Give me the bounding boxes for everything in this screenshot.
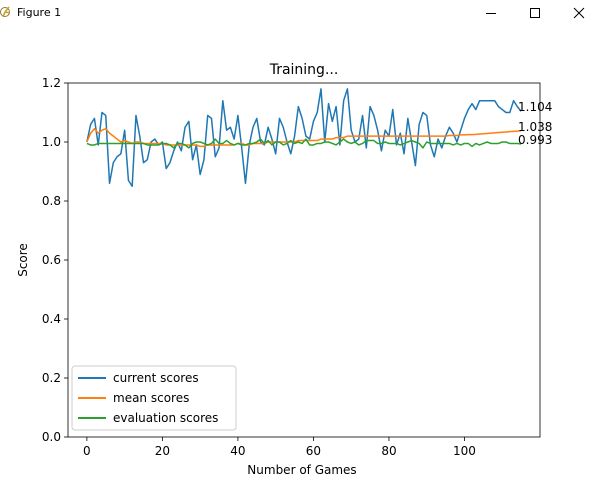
x-tick-label: 100 — [453, 444, 476, 458]
legend: current scores mean scores evaluation sc… — [71, 365, 237, 431]
current-scores-line — [86, 88, 522, 187]
x-tick-label: 0 — [83, 444, 91, 458]
x-tick-label: 60 — [306, 444, 321, 458]
maximize-icon[interactable] — [512, 0, 558, 26]
legend-label-evaluation: evaluation scores — [113, 411, 218, 425]
y-tick-label: 0.4 — [42, 312, 61, 326]
x-axis-ticks: 0 20 40 60 80 100 — [83, 437, 476, 458]
y-tick-label: 0.6 — [42, 253, 61, 267]
close-icon[interactable] — [556, 0, 602, 26]
evaluation-scores-line — [86, 138, 522, 149]
y-tick-label: 0.2 — [42, 371, 61, 385]
y-tick-label: 0.0 — [42, 430, 61, 444]
minimize-icon[interactable] — [468, 0, 514, 26]
end-value-labels: 1.104 1.038 0.993 — [518, 100, 552, 147]
window-titlebar: Figure 1 — [0, 0, 612, 26]
y-tick-label: 1.2 — [42, 76, 61, 90]
end-label-current: 1.104 — [518, 100, 552, 114]
end-label-evaluation: 0.993 — [518, 133, 552, 147]
matplotlib-figure-icon — [0, 4, 14, 20]
legend-label-current: current scores — [113, 371, 199, 385]
chart-title: Training... — [269, 62, 339, 78]
training-chart: 0 20 40 60 80 100 0.0 0.2 0.4 0.6 0.8 1.0 1.2 Train… — [16, 62, 552, 477]
y-tick-label: 0.8 — [42, 194, 61, 208]
y-axis-label: Score — [16, 243, 30, 277]
series-lines — [86, 88, 522, 187]
x-tick-label: 80 — [381, 444, 396, 458]
x-axis-label: Number of Games — [247, 463, 356, 477]
legend-box — [71, 365, 237, 431]
end-label-mean: 1.038 — [518, 120, 552, 134]
window-title: Figure 1 — [17, 6, 62, 19]
y-axis-ticks: 0.0 0.2 0.4 0.6 0.8 1.0 1.2 — [42, 76, 68, 444]
x-tick-label: 20 — [155, 444, 170, 458]
legend-label-mean: mean scores — [113, 391, 189, 405]
y-tick-label: 1.0 — [42, 135, 61, 149]
x-tick-label: 40 — [230, 444, 245, 458]
